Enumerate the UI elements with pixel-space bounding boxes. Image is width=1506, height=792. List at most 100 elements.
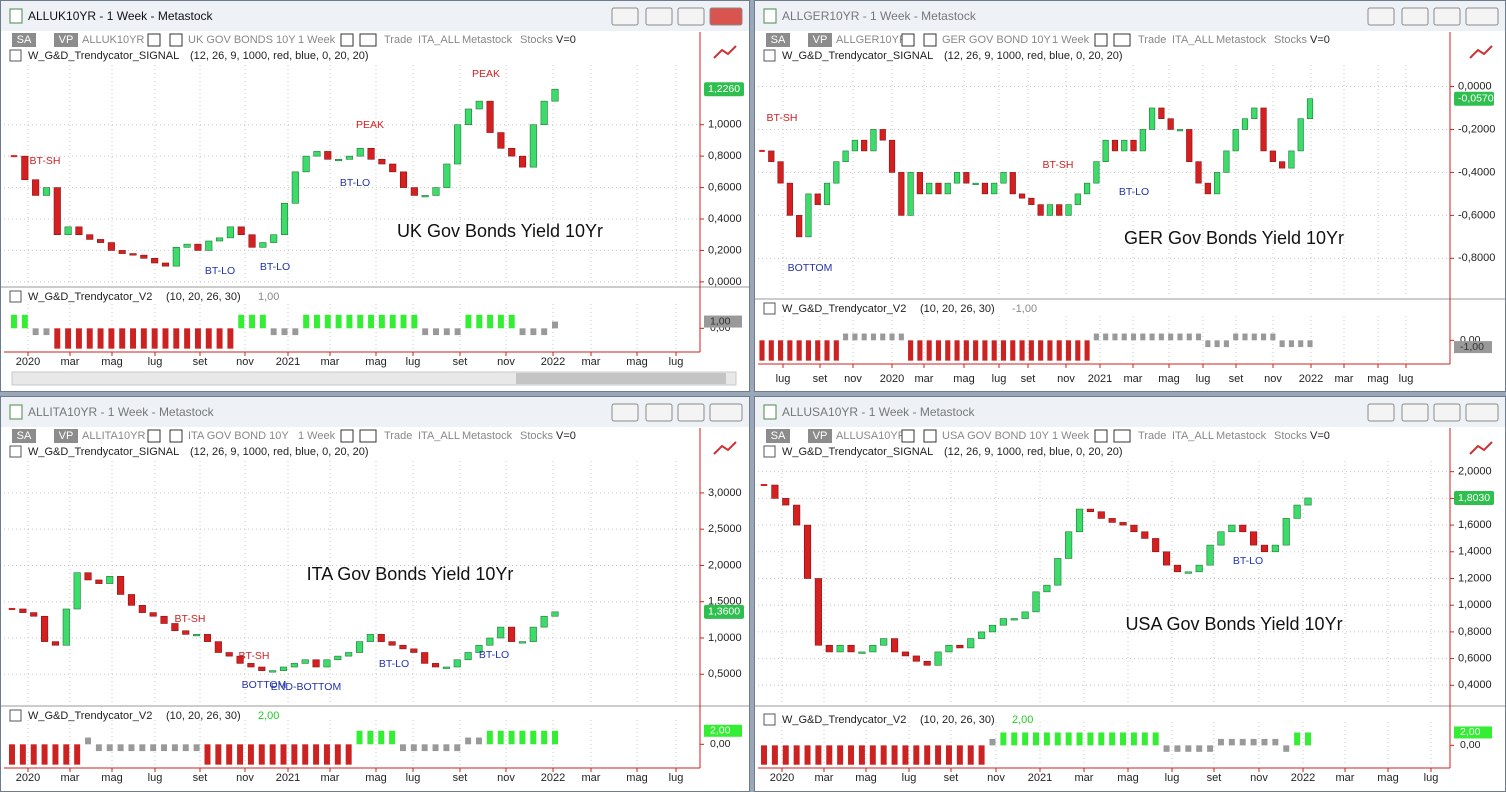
candle: [497, 626, 505, 639]
last-value-tag: [1454, 490, 1494, 505]
indicator-bar: [161, 744, 168, 752]
x-tick-label: mar: [1124, 373, 1143, 385]
candle: [1306, 98, 1314, 120]
x-tick-label: 2020: [770, 772, 794, 784]
dropdown[interactable]: [1113, 429, 1131, 443]
dropdown[interactable]: [901, 429, 915, 443]
window-button[interactable]: [1367, 403, 1395, 422]
dropdown[interactable]: [340, 429, 354, 443]
toolbar-button[interactable]: [766, 429, 790, 443]
dropdown[interactable]: [1113, 33, 1131, 47]
candle: [214, 641, 222, 653]
indicator-bar: [837, 745, 844, 765]
window-button[interactable]: [709, 7, 743, 26]
candle: [1162, 551, 1171, 566]
y-tick-label: -0,6000: [1458, 209, 1495, 221]
indicator-bar: [280, 744, 287, 765]
toolbar-button[interactable]: [54, 429, 78, 443]
candle: [95, 579, 103, 584]
candle: [1176, 129, 1184, 132]
toolbar-button[interactable]: [808, 429, 832, 443]
annotation: BT-LO: [1233, 555, 1263, 567]
indicator-bar: [19, 744, 26, 765]
indicator-bar: [476, 314, 483, 329]
last-value-tag: [704, 604, 744, 619]
window-button[interactable]: [1433, 403, 1461, 422]
window-button[interactable]: [611, 7, 639, 26]
chart-window: ALLUSA10YR - 1 Week - Metastock SA VP ALLUS…: [754, 396, 1506, 792]
dropdown[interactable]: [147, 429, 161, 443]
window-button[interactable]: [1401, 403, 1429, 422]
window-button[interactable]: [1465, 403, 1499, 422]
window-button[interactable]: [1433, 7, 1461, 26]
candle: [475, 644, 483, 653]
dropdown[interactable]: [923, 33, 937, 47]
candle: [953, 172, 961, 184]
indicator-bar: [130, 328, 136, 349]
window-button[interactable]: [645, 403, 673, 422]
candle: [1130, 524, 1138, 533]
window-button[interactable]: [645, 7, 673, 26]
indicator-name: W_G&D_Trendycator_V2: [782, 303, 906, 315]
last-value-label: 1,3600: [708, 606, 740, 618]
dropdown[interactable]: [169, 33, 183, 47]
candle: [529, 626, 537, 642]
window-button[interactable]: [677, 403, 705, 422]
toolbar-button[interactable]: [808, 33, 832, 47]
signal-name: W_G&D_Trendycator_SIGNAL: [28, 446, 179, 458]
dropdown[interactable]: [340, 33, 354, 47]
chart-subtitle: ITA Gov Bonds Yield 10Yr: [307, 564, 514, 584]
dropdown[interactable]: [923, 429, 937, 443]
dropdown[interactable]: [1094, 429, 1108, 443]
dropdown[interactable]: [169, 429, 183, 443]
chart-icon: [1469, 441, 1493, 455]
window-button[interactable]: [709, 403, 743, 422]
candle: [956, 644, 964, 649]
candle: [129, 253, 137, 256]
toolbar-button[interactable]: [766, 33, 790, 47]
indicator-bar: [805, 340, 811, 361]
toolbar-button[interactable]: [12, 33, 36, 47]
toolbar-button[interactable]: [12, 429, 36, 443]
candle: [203, 634, 212, 642]
window-frame: [0, 0, 750, 392]
indicator-name: W_G&D_Trendycator_V2: [28, 291, 152, 303]
toolbar-button[interactable]: [54, 33, 78, 47]
indicator-bar: [1043, 732, 1050, 746]
dropdown[interactable]: [359, 33, 377, 47]
toolbar-item: Metastock: [462, 34, 513, 46]
x-tick-label: 2020: [16, 356, 40, 368]
indicator-bar: [771, 745, 778, 765]
candle: [1195, 564, 1203, 573]
window-button[interactable]: [611, 403, 639, 422]
indicator-bar: [519, 730, 526, 745]
indicator-bar: [1056, 340, 1062, 361]
y-tick-label: -0,8000: [1458, 252, 1495, 264]
indicator-value-tag: [704, 315, 742, 328]
signal-params: (12, 26, 9, 1000, red, blue, 0, 20, 20): [944, 446, 1123, 458]
candle: [1167, 118, 1174, 130]
candle: [1065, 204, 1072, 216]
window-button[interactable]: [677, 7, 705, 26]
indicator-bar: [1112, 333, 1118, 341]
y-tick-label: 0,6000: [1458, 653, 1492, 665]
indicator-bar: [935, 745, 942, 765]
indicator-bar: [519, 328, 526, 336]
dropdown[interactable]: [359, 429, 377, 443]
window-button[interactable]: [1401, 7, 1429, 26]
annotation: BT-LO: [479, 649, 509, 661]
indicator-bar: [924, 745, 931, 765]
scrollbar-thumb[interactable]: [516, 373, 726, 384]
candle: [540, 615, 548, 628]
candle: [464, 652, 472, 661]
dropdown[interactable]: [901, 33, 915, 47]
dropdown[interactable]: [147, 33, 161, 47]
x-tick-label: mar: [321, 356, 340, 368]
window-button[interactable]: [1367, 7, 1395, 26]
indicator-bar: [9, 744, 15, 765]
indicator-bar: [869, 745, 876, 765]
dropdown[interactable]: [1094, 33, 1108, 47]
x-tick-label: nov: [236, 356, 254, 368]
candle: [443, 163, 451, 188]
window-button[interactable]: [1465, 7, 1499, 26]
